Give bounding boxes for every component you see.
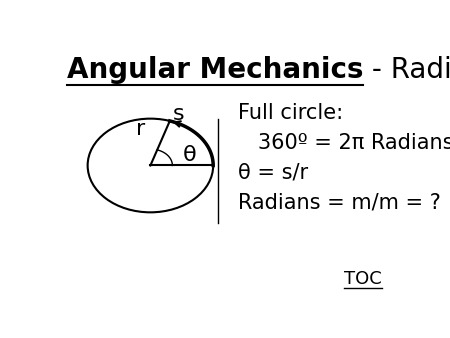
Text: r: r: [136, 119, 145, 139]
Text: s: s: [173, 104, 184, 124]
Text: TOC: TOC: [344, 270, 382, 288]
Text: θ: θ: [182, 145, 196, 165]
Text: Radians = m/m = ?: Radians = m/m = ?: [238, 193, 441, 213]
Text: 360º = 2π Radians: 360º = 2π Radians: [238, 133, 450, 153]
Text: θ = s/r: θ = s/r: [238, 163, 308, 183]
Text: Full circle:: Full circle:: [238, 103, 343, 123]
Text: Angular Mechanics: Angular Mechanics: [67, 56, 363, 84]
Text: - Radians: - Radians: [363, 56, 450, 84]
